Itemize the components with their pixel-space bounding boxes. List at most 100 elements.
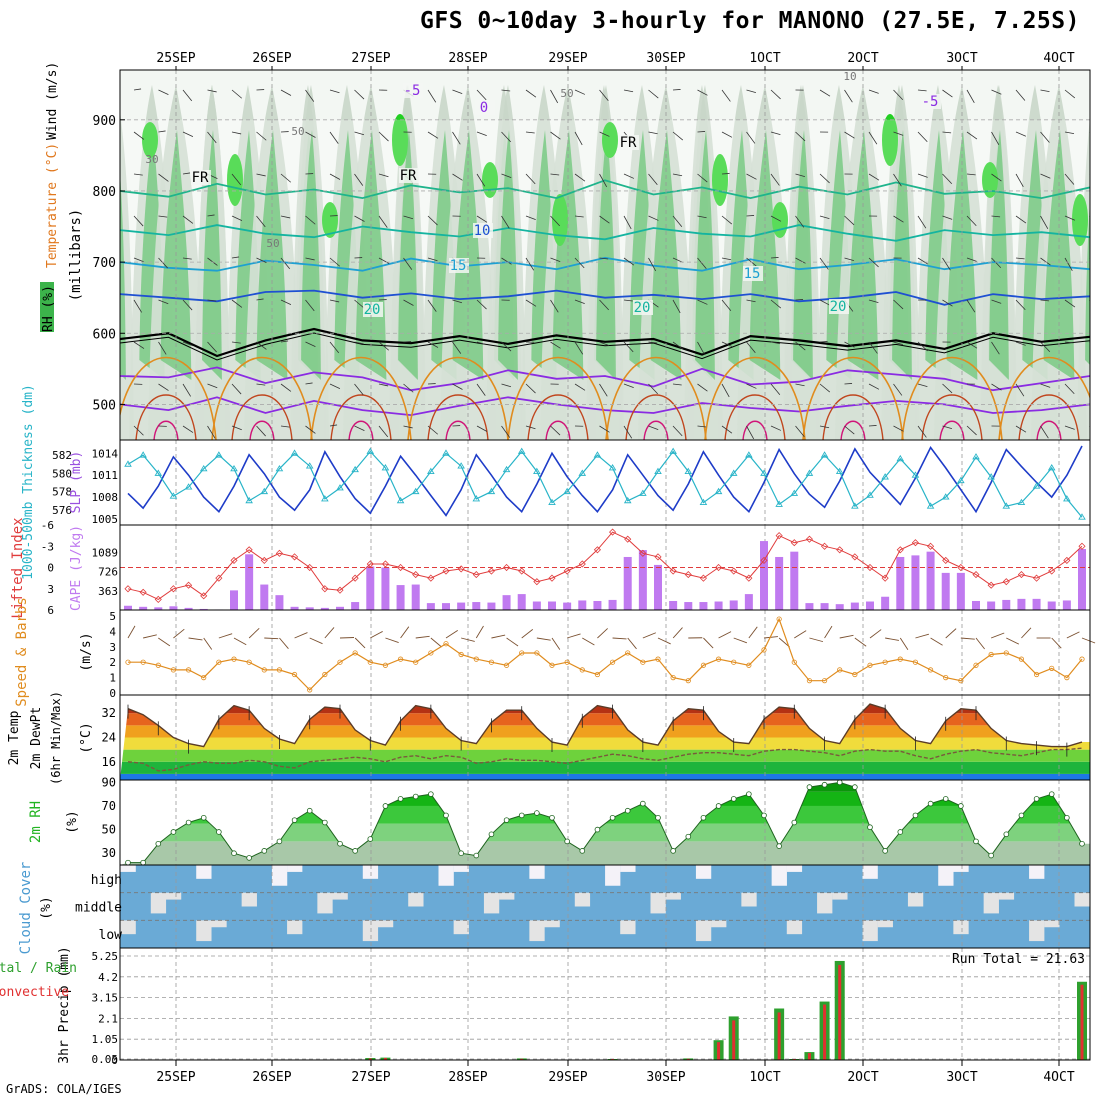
wind-barb: [1040, 425, 1049, 439]
wind-barb: [599, 257, 609, 260]
wind-speed-marker: [140, 659, 146, 665]
wind-barb: [476, 173, 486, 187]
wind-speed-marker: [655, 656, 661, 662]
rh2m-marker: [458, 850, 464, 856]
wind-barb: [746, 89, 757, 93]
date-label-bottom: 26SEP: [252, 1070, 291, 1085]
cloud-axis-label: Cloud Cover: [18, 862, 34, 955]
wind-barb: [158, 383, 169, 391]
thickness-marker: [1063, 495, 1071, 502]
temp-contour-30: [921, 394, 983, 440]
cloud-gap: [907, 892, 924, 907]
wind-barb: [378, 425, 389, 438]
wind-barb: [1015, 257, 1025, 260]
contour-label: -5: [404, 83, 421, 99]
cape-bar: [320, 607, 329, 610]
wind-barb: [550, 299, 559, 313]
wind-barb: [329, 257, 341, 267]
wind-barb: [476, 341, 487, 346]
rh2m-panel: 30 50 70 90 2m RH (%): [28, 775, 1090, 866]
wind-barb: [795, 131, 806, 142]
wind-speed-marker: [852, 671, 858, 678]
rh-contour-label: 50: [291, 125, 304, 138]
cape-bar: [487, 602, 496, 610]
wind-barb: [991, 299, 1002, 304]
cloud-gap: [120, 865, 136, 872]
wind-barb: [819, 341, 828, 343]
thickness-tick-label: 580: [52, 467, 72, 480]
contour-label-bg: [191, 170, 211, 185]
precip-conv-bar: [732, 1020, 736, 1060]
thickness-marker: [321, 495, 329, 502]
temp-band: [120, 737, 1090, 750]
wind-barb-10m: [248, 627, 260, 639]
wind-barb-10m: [627, 637, 637, 650]
rh-band: [120, 782, 1090, 792]
rh2m-marker: [624, 807, 631, 814]
rh-max-blob: [1072, 194, 1088, 246]
rh2m-marker: [852, 784, 858, 790]
cloud-gap: [998, 892, 1015, 900]
wind-barb: [697, 215, 707, 219]
wind-barb: [648, 131, 658, 135]
wind-barb: [158, 299, 169, 305]
date-label-top: 3OCT: [946, 51, 977, 66]
thickness-marker: [820, 451, 829, 458]
cape-bar: [896, 556, 905, 610]
wind-barb-10m: [885, 637, 900, 641]
wind-barb: [452, 131, 461, 145]
contour-label-bg: [403, 83, 423, 98]
wind-barb: [1040, 131, 1050, 143]
cape-bar: [351, 602, 360, 610]
wind-speed-marker: [776, 616, 782, 622]
thickness-marker: [502, 465, 511, 473]
wind-barb: [991, 89, 1002, 95]
wind-barb: [1064, 215, 1076, 221]
wind-barb-10m: [218, 633, 233, 639]
thickness-marker: [926, 502, 935, 509]
wind-speed-marker: [352, 650, 358, 656]
wind-barb: [207, 214, 215, 217]
cloud-gap: [953, 920, 969, 935]
temp-contour-35: [840, 420, 866, 440]
wind-barb: [770, 425, 782, 431]
temp-contour-0: [120, 366, 1090, 392]
wind-barb: [672, 215, 683, 227]
rh-moist-core: [301, 130, 321, 380]
cape-bar: [866, 601, 874, 610]
temp-contour-25: [605, 356, 707, 440]
wind-barb: [819, 89, 831, 97]
temp-contour-30: [231, 394, 293, 440]
wind-barb: [158, 130, 166, 133]
precip-tick-label: 3.15: [92, 992, 119, 1005]
wind-barb: [697, 341, 706, 356]
wind-barb: [207, 341, 217, 353]
cape-bar: [305, 607, 314, 610]
wind-barb: [574, 299, 585, 304]
thickness-marker: [805, 469, 814, 476]
wind-barb-10m: [642, 632, 657, 639]
wind-barb-10m: [582, 637, 595, 646]
precip-frame: [119, 947, 1091, 1061]
wind-barb: [501, 215, 510, 229]
wind-barb: [868, 89, 879, 94]
wind-barb-10m: [491, 634, 506, 639]
wind-barb: [672, 257, 684, 263]
temp-contour-25: [211, 356, 313, 440]
lifted-index-marker: [351, 574, 359, 582]
rh2m-marker: [791, 819, 798, 826]
wind-speed-marker: [746, 662, 752, 668]
wind-barb: [256, 215, 266, 228]
wind-tick-label: 3: [109, 641, 116, 654]
wind-speed-marker: [1003, 650, 1009, 656]
lifted-index-marker: [185, 581, 193, 589]
rh-max-blob: [552, 194, 568, 246]
wind-speed-marker: [473, 656, 479, 662]
wind-barb: [648, 89, 659, 99]
wind-speed-marker: [731, 659, 737, 665]
wind-barb: [1040, 383, 1051, 388]
wind-barb: [476, 299, 487, 310]
contour-label: 10: [474, 223, 491, 239]
thickness-marker: [472, 495, 481, 502]
